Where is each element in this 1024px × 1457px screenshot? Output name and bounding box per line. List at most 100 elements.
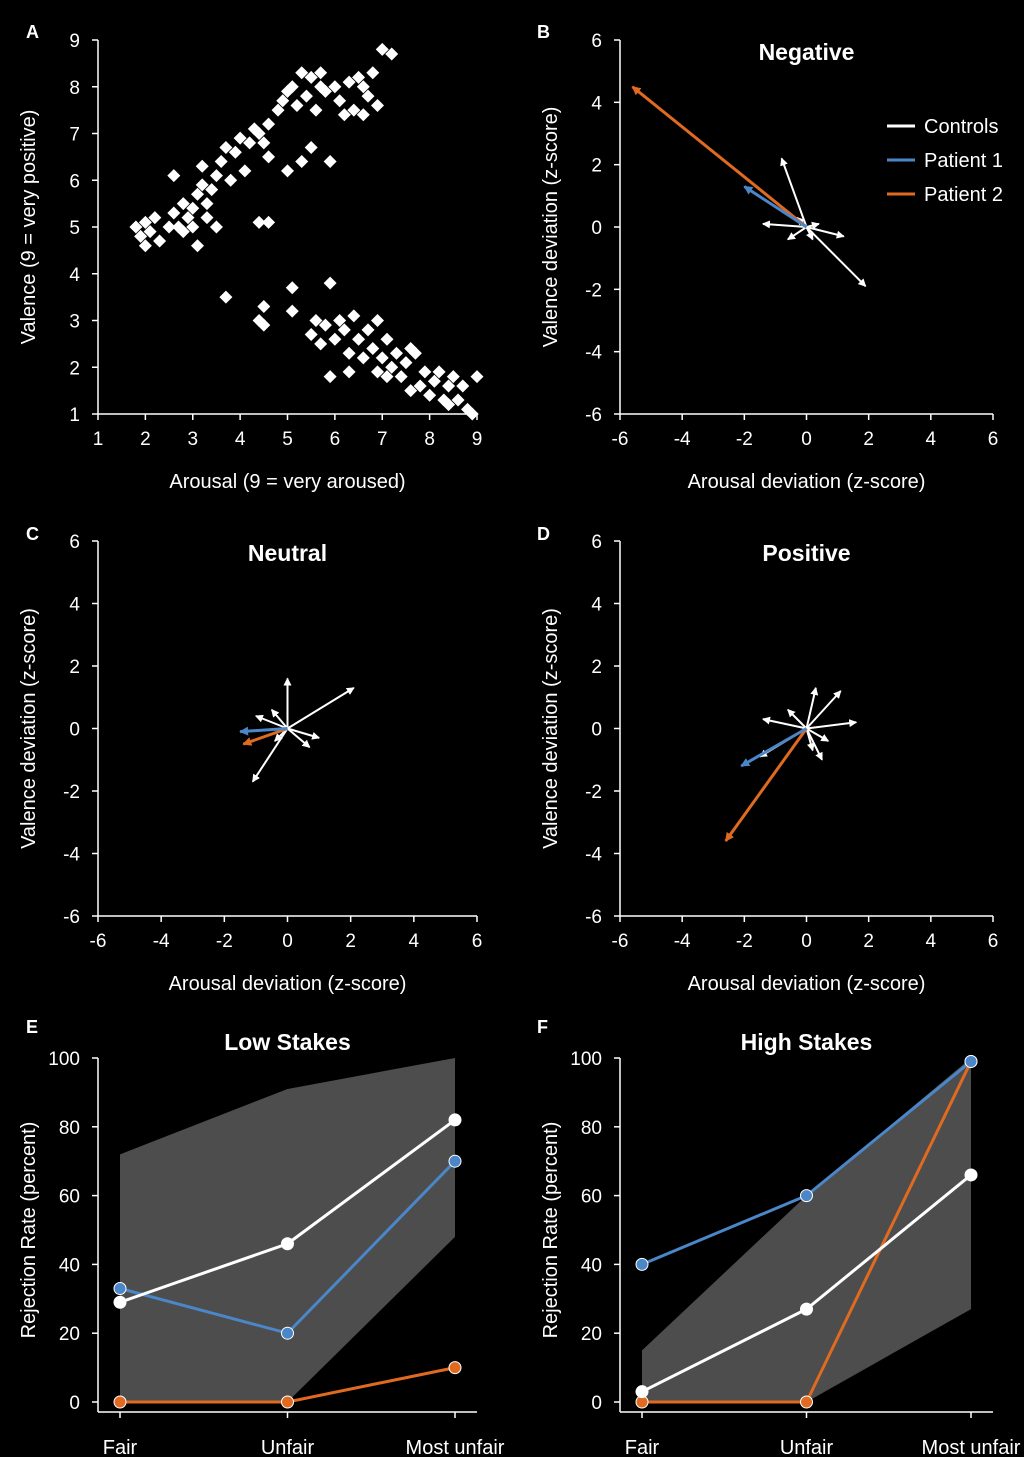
x-tick-label: 2 [863, 931, 874, 952]
scatter-point [404, 342, 418, 356]
patient2-arrow [724, 727, 808, 842]
scatter-point [385, 47, 399, 61]
series-point-controls [964, 1168, 978, 1182]
y-axis-title: Rejection Rate (percent) [18, 1122, 40, 1339]
scatter-point [228, 145, 242, 159]
x-tick-label: 3 [187, 429, 198, 450]
y-tick-label: 20 [581, 1324, 602, 1345]
patient2-arrow [242, 727, 288, 746]
x-tick-label: 4 [409, 931, 420, 952]
scatter-point [451, 393, 465, 407]
scatter-point [380, 332, 394, 346]
y-tick-label: 0 [69, 720, 80, 741]
scatter-point [262, 117, 276, 131]
series-point-patient2 [800, 1395, 813, 1409]
x-tick-label: Fair [103, 1437, 138, 1457]
y-tick-label: 2 [69, 358, 80, 379]
scatter-point [418, 365, 432, 379]
y-tick-label: -4 [585, 343, 602, 364]
scatter-point [285, 80, 299, 94]
x-tick-label: 4 [926, 931, 937, 952]
scatter-point [446, 370, 460, 384]
legend-label-patient1: Patient 1 [924, 150, 1003, 172]
series-point-controls [281, 1237, 294, 1251]
scatter-point [257, 318, 271, 332]
x-tick-label: 4 [235, 429, 246, 450]
scatter-point [209, 169, 223, 183]
y-tick-label: 7 [69, 125, 80, 146]
scatter-point [442, 379, 456, 393]
scatter-point [323, 276, 337, 290]
x-tick-label: -2 [216, 931, 233, 952]
control-arrow [805, 728, 815, 752]
scatter-point [176, 225, 190, 239]
y-tick-label: 6 [591, 532, 602, 553]
scatter-point [262, 215, 276, 229]
y-tick-label: -6 [585, 907, 602, 928]
scatter-point [295, 66, 309, 80]
x-tick-label: Most unfair [922, 1437, 1021, 1457]
y-tick-label: 80 [581, 1118, 602, 1139]
x-tick-label: 6 [988, 931, 999, 952]
scatter-point [205, 183, 219, 197]
panel-a: 1 2 3 4 5 6 7 8 9 1 2 3 4 5 6 7 8 9 Arousal (9 = very arou… [18, 22, 484, 493]
control-arrow [806, 221, 820, 230]
control-arrow [780, 157, 808, 228]
scatter-point [285, 281, 299, 295]
scatter-point [186, 201, 200, 215]
scatter-point [214, 155, 228, 169]
panel-title: High Stakes [741, 1029, 873, 1055]
x-tick-label: -6 [612, 931, 629, 952]
scatter-point [299, 89, 313, 103]
series-point-patient2 [448, 1361, 462, 1375]
scatter-point [404, 384, 418, 398]
x-tick-label: 0 [801, 931, 812, 952]
scatter-point [323, 155, 337, 169]
panel-e: 0 20 40 60 80 100 Fair Unfair Most unfair Rejecti… [18, 1017, 505, 1457]
y-tick-label: 2 [69, 657, 80, 678]
scatter-point [442, 398, 456, 412]
scatter-point [352, 70, 366, 84]
y-tick-label: -2 [63, 782, 80, 803]
control-range-band [120, 1058, 455, 1402]
scatter-point [195, 178, 209, 192]
x-tick-label: Unfair [261, 1437, 315, 1457]
x-tick-label: 9 [472, 429, 483, 450]
scatter-point [243, 136, 257, 150]
series-point-patient1 [281, 1326, 294, 1340]
control-arrow [806, 719, 858, 730]
scatter-point [356, 108, 370, 122]
y-tick-label: 4 [591, 93, 602, 114]
scatter-point [337, 323, 351, 337]
panel-c: -6 -4 -2 0 2 4 6 -6 -4 -2 0 2 4 6 Arousal deviation (z… [18, 524, 482, 995]
scatter-point [271, 103, 285, 117]
y-tick-label: -6 [585, 405, 602, 426]
scatter-point [285, 304, 299, 318]
scatter-point [328, 80, 342, 94]
y-tick-label: 40 [581, 1255, 602, 1276]
panel-label: A [26, 22, 39, 42]
y-tick-label: 0 [591, 720, 602, 741]
series-point-patient2 [281, 1395, 294, 1409]
y-tick-label: 8 [69, 78, 80, 99]
scatter-point [333, 94, 347, 108]
y-tick-label: 100 [570, 1049, 602, 1070]
scatter-point [423, 388, 437, 402]
y-tick-label: 80 [59, 1118, 80, 1139]
panel-title: Negative [759, 39, 855, 65]
patient1-arrow [743, 185, 808, 229]
y-tick-label: 0 [591, 218, 602, 239]
x-tick-label: 8 [424, 429, 435, 450]
x-tick-label: 2 [140, 429, 151, 450]
y-tick-label: 9 [69, 31, 80, 52]
scatter-point [134, 229, 148, 243]
scatter-point [224, 173, 238, 187]
scatter-point [153, 234, 167, 248]
scatter-point [371, 98, 385, 112]
scatter-point [200, 197, 214, 211]
patient2-arrow [631, 85, 808, 229]
legend: Controls Patient 1 Patient 2 [887, 116, 1003, 206]
y-tick-label: 2 [591, 156, 602, 177]
scatter-point [356, 80, 370, 94]
